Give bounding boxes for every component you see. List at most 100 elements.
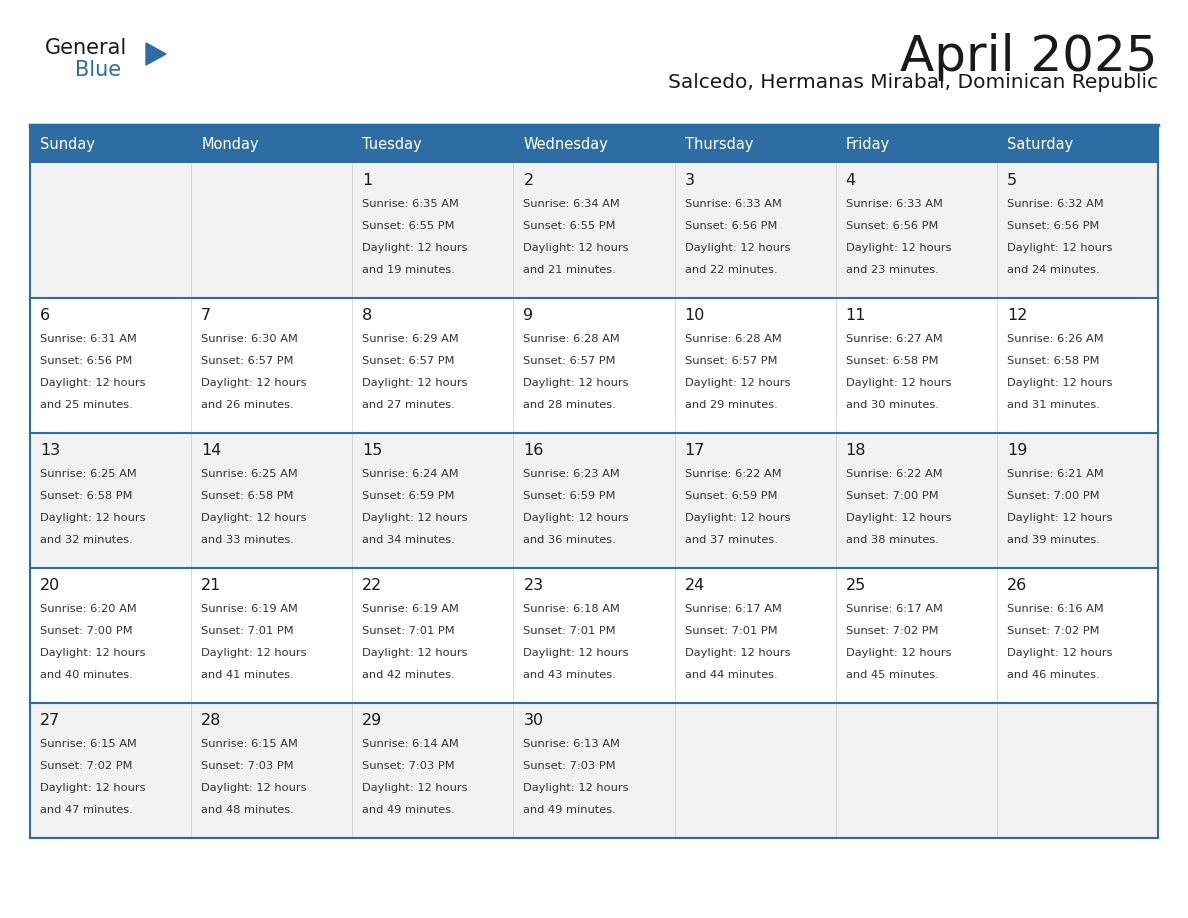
Text: Daylight: 12 hours: Daylight: 12 hours xyxy=(1007,378,1112,388)
Text: 8: 8 xyxy=(362,308,373,323)
Text: Sunrise: 6:26 AM: Sunrise: 6:26 AM xyxy=(1007,334,1104,344)
Text: and 40 minutes.: and 40 minutes. xyxy=(40,670,133,680)
Text: Sunset: 7:00 PM: Sunset: 7:00 PM xyxy=(1007,491,1099,501)
Text: Daylight: 12 hours: Daylight: 12 hours xyxy=(846,243,952,253)
Text: and 41 minutes.: and 41 minutes. xyxy=(201,670,293,680)
Text: Thursday: Thursday xyxy=(684,137,753,151)
Bar xyxy=(191,125,353,163)
Text: Sunrise: 6:32 AM: Sunrise: 6:32 AM xyxy=(1007,199,1104,209)
Text: Daylight: 12 hours: Daylight: 12 hours xyxy=(201,648,307,658)
Text: Sunrise: 6:15 AM: Sunrise: 6:15 AM xyxy=(201,739,298,749)
Text: Daylight: 12 hours: Daylight: 12 hours xyxy=(1007,648,1112,658)
Text: Sunrise: 6:16 AM: Sunrise: 6:16 AM xyxy=(1007,604,1104,614)
Text: Daylight: 12 hours: Daylight: 12 hours xyxy=(684,378,790,388)
Text: Daylight: 12 hours: Daylight: 12 hours xyxy=(40,648,145,658)
Text: Sunrise: 6:35 AM: Sunrise: 6:35 AM xyxy=(362,199,459,209)
Text: Daylight: 12 hours: Daylight: 12 hours xyxy=(524,648,628,658)
Text: 13: 13 xyxy=(40,443,61,458)
Text: and 46 minutes.: and 46 minutes. xyxy=(1007,670,1099,680)
Text: Sunrise: 6:33 AM: Sunrise: 6:33 AM xyxy=(684,199,782,209)
Text: Daylight: 12 hours: Daylight: 12 hours xyxy=(846,378,952,388)
Bar xyxy=(997,703,1158,838)
Text: and 29 minutes.: and 29 minutes. xyxy=(684,400,777,410)
Text: Daylight: 12 hours: Daylight: 12 hours xyxy=(846,648,952,658)
Text: and 21 minutes.: and 21 minutes. xyxy=(524,265,617,275)
Text: 12: 12 xyxy=(1007,308,1028,323)
Text: Sunrise: 6:17 AM: Sunrise: 6:17 AM xyxy=(846,604,942,614)
Text: and 49 minutes.: and 49 minutes. xyxy=(524,805,617,815)
Text: Sunset: 6:56 PM: Sunset: 6:56 PM xyxy=(40,356,132,366)
Text: Friday: Friday xyxy=(846,137,890,151)
Text: 11: 11 xyxy=(846,308,866,323)
Text: Daylight: 12 hours: Daylight: 12 hours xyxy=(684,648,790,658)
Text: Sunrise: 6:15 AM: Sunrise: 6:15 AM xyxy=(40,739,137,749)
Text: and 33 minutes.: and 33 minutes. xyxy=(201,535,293,545)
Text: Sunset: 6:56 PM: Sunset: 6:56 PM xyxy=(684,221,777,231)
Text: Daylight: 12 hours: Daylight: 12 hours xyxy=(362,648,468,658)
Text: Daylight: 12 hours: Daylight: 12 hours xyxy=(1007,513,1112,523)
Text: Sunrise: 6:28 AM: Sunrise: 6:28 AM xyxy=(524,334,620,344)
Text: Sunset: 7:03 PM: Sunset: 7:03 PM xyxy=(524,761,617,771)
Text: Sunrise: 6:22 AM: Sunrise: 6:22 AM xyxy=(846,469,942,479)
Bar xyxy=(30,298,191,433)
Bar xyxy=(997,433,1158,568)
Bar xyxy=(30,163,191,298)
Text: Sunrise: 6:13 AM: Sunrise: 6:13 AM xyxy=(524,739,620,749)
Text: Sunset: 6:57 PM: Sunset: 6:57 PM xyxy=(684,356,777,366)
Text: 15: 15 xyxy=(362,443,383,458)
Text: and 39 minutes.: and 39 minutes. xyxy=(1007,535,1100,545)
Text: Sunrise: 6:29 AM: Sunrise: 6:29 AM xyxy=(362,334,459,344)
Text: and 44 minutes.: and 44 minutes. xyxy=(684,670,777,680)
Text: Sunset: 7:01 PM: Sunset: 7:01 PM xyxy=(362,626,455,636)
Text: Sunrise: 6:19 AM: Sunrise: 6:19 AM xyxy=(201,604,298,614)
Text: and 48 minutes.: and 48 minutes. xyxy=(201,805,293,815)
Text: 21: 21 xyxy=(201,578,221,593)
Bar xyxy=(513,163,675,298)
Text: Sunset: 7:01 PM: Sunset: 7:01 PM xyxy=(524,626,617,636)
Text: April 2025: April 2025 xyxy=(901,33,1158,81)
Text: and 23 minutes.: and 23 minutes. xyxy=(846,265,939,275)
Text: 14: 14 xyxy=(201,443,221,458)
Bar xyxy=(835,125,997,163)
Text: Daylight: 12 hours: Daylight: 12 hours xyxy=(40,513,145,523)
Bar xyxy=(835,703,997,838)
Text: and 25 minutes.: and 25 minutes. xyxy=(40,400,133,410)
Text: Sunset: 7:00 PM: Sunset: 7:00 PM xyxy=(846,491,939,501)
Text: Daylight: 12 hours: Daylight: 12 hours xyxy=(201,783,307,793)
Text: and 42 minutes.: and 42 minutes. xyxy=(362,670,455,680)
Text: 18: 18 xyxy=(846,443,866,458)
Text: Sunset: 6:59 PM: Sunset: 6:59 PM xyxy=(362,491,455,501)
Bar xyxy=(675,703,835,838)
Text: and 34 minutes.: and 34 minutes. xyxy=(362,535,455,545)
Text: Sunset: 7:03 PM: Sunset: 7:03 PM xyxy=(201,761,293,771)
Bar xyxy=(675,163,835,298)
Text: Sunrise: 6:33 AM: Sunrise: 6:33 AM xyxy=(846,199,942,209)
Text: 3: 3 xyxy=(684,173,695,188)
Text: Sunrise: 6:28 AM: Sunrise: 6:28 AM xyxy=(684,334,782,344)
Text: 6: 6 xyxy=(40,308,50,323)
Text: 25: 25 xyxy=(846,578,866,593)
Bar xyxy=(675,568,835,703)
Bar xyxy=(513,703,675,838)
Bar xyxy=(353,163,513,298)
Text: 26: 26 xyxy=(1007,578,1028,593)
Text: Salcedo, Hermanas Mirabal, Dominican Republic: Salcedo, Hermanas Mirabal, Dominican Rep… xyxy=(668,73,1158,92)
Text: Sunset: 7:03 PM: Sunset: 7:03 PM xyxy=(362,761,455,771)
Bar xyxy=(835,568,997,703)
Text: Daylight: 12 hours: Daylight: 12 hours xyxy=(40,378,145,388)
Text: 2: 2 xyxy=(524,173,533,188)
Text: Daylight: 12 hours: Daylight: 12 hours xyxy=(524,513,628,523)
Text: Sunrise: 6:24 AM: Sunrise: 6:24 AM xyxy=(362,469,459,479)
Bar xyxy=(191,568,353,703)
Bar xyxy=(191,298,353,433)
Text: Wednesday: Wednesday xyxy=(524,137,608,151)
Text: Sunset: 6:56 PM: Sunset: 6:56 PM xyxy=(846,221,939,231)
Text: and 28 minutes.: and 28 minutes. xyxy=(524,400,617,410)
Text: Sunrise: 6:22 AM: Sunrise: 6:22 AM xyxy=(684,469,782,479)
Bar xyxy=(997,125,1158,163)
Bar xyxy=(353,298,513,433)
Text: and 26 minutes.: and 26 minutes. xyxy=(201,400,293,410)
Text: and 30 minutes.: and 30 minutes. xyxy=(846,400,939,410)
Text: and 32 minutes.: and 32 minutes. xyxy=(40,535,133,545)
Text: Blue: Blue xyxy=(75,60,121,80)
